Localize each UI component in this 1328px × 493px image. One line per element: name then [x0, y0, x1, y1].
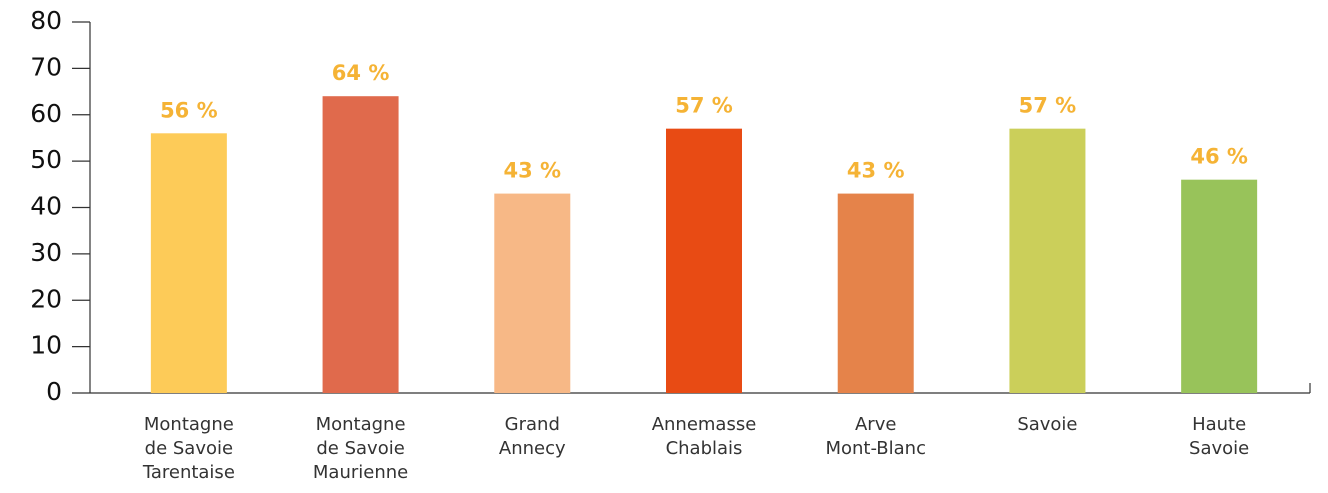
bar: [1009, 128, 1086, 393]
x-tick-label: Annemasse: [652, 414, 757, 435]
y-tick-label: 80: [30, 6, 62, 35]
value-label: 46 %: [1190, 145, 1248, 169]
y-tick-label: 0: [46, 377, 62, 406]
x-tick-label: Haute: [1192, 414, 1246, 435]
value-label: 57 %: [675, 94, 733, 118]
bar: [322, 96, 399, 393]
value-label: 56 %: [160, 98, 218, 122]
bar: [494, 193, 571, 393]
x-tick-label: de Savoie: [145, 438, 233, 459]
x-tick-label: Savoie: [1189, 438, 1249, 459]
value-label: 57 %: [1019, 94, 1077, 118]
value-label: 43 %: [503, 159, 561, 183]
x-tick-label: Montagne: [144, 414, 234, 435]
bar: [837, 193, 914, 393]
y-tick-label: 20: [30, 284, 62, 313]
x-tick-label: Savoie: [1017, 414, 1077, 435]
x-tick-label: Grand: [505, 414, 560, 435]
value-label: 43 %: [847, 159, 905, 183]
y-tick-label: 30: [30, 238, 62, 267]
x-tick-label: Tarentaise: [142, 462, 235, 483]
y-tick-label: 50: [30, 145, 62, 174]
bar: [150, 133, 227, 394]
bar: [1181, 179, 1258, 393]
x-tick-label: de Savoie: [316, 438, 404, 459]
x-tick-label: Maurienne: [313, 462, 408, 483]
y-tick-label: 40: [30, 192, 62, 221]
x-tick-label: Chablais: [666, 438, 743, 459]
x-tick-label: Annecy: [499, 438, 566, 459]
x-tick-label: Montagne: [316, 414, 406, 435]
x-tick-label: Arve: [855, 414, 896, 435]
x-tick-label: Mont-Blanc: [825, 438, 926, 459]
y-tick-label: 60: [30, 99, 62, 128]
y-tick-label: 10: [30, 331, 62, 360]
bar: [666, 128, 742, 393]
y-tick-label: 70: [30, 52, 62, 81]
value-label: 64 %: [332, 61, 390, 85]
